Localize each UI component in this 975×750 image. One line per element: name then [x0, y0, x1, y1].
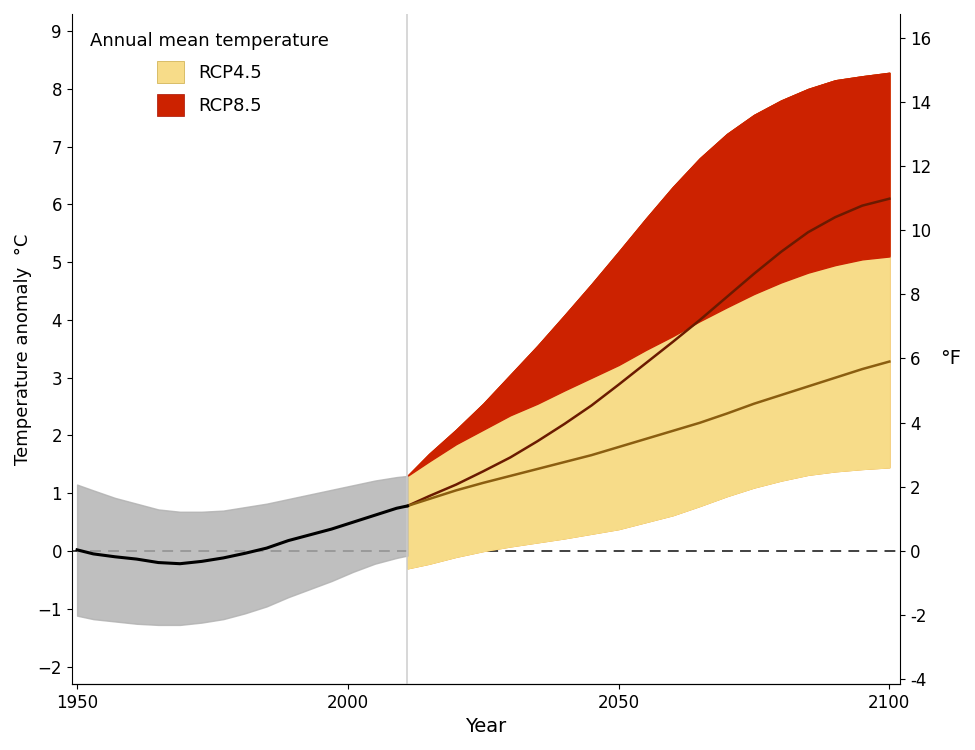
Y-axis label: °F: °F: [940, 349, 961, 368]
Y-axis label: Temperature anomaly  °C: Temperature anomaly °C: [14, 233, 32, 464]
Legend: RCP4.5, RCP8.5: RCP4.5, RCP8.5: [81, 23, 337, 124]
X-axis label: Year: Year: [465, 717, 507, 736]
